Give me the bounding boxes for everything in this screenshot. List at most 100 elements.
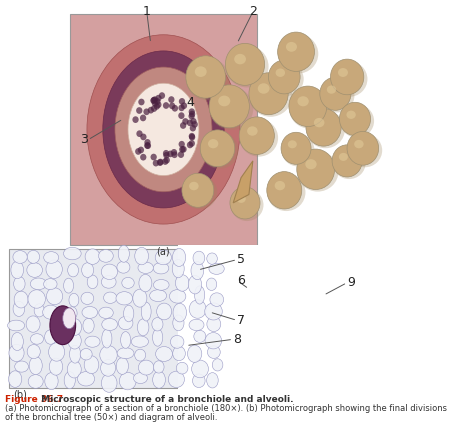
Ellipse shape <box>150 290 167 302</box>
Ellipse shape <box>84 356 99 374</box>
Ellipse shape <box>13 251 27 264</box>
Ellipse shape <box>82 306 98 318</box>
Text: 2: 2 <box>249 6 257 18</box>
Ellipse shape <box>209 263 224 275</box>
Ellipse shape <box>208 139 219 148</box>
Ellipse shape <box>131 336 148 347</box>
Ellipse shape <box>43 305 59 319</box>
Circle shape <box>347 131 379 165</box>
Circle shape <box>182 118 189 125</box>
Ellipse shape <box>27 263 43 278</box>
Circle shape <box>189 133 195 139</box>
Circle shape <box>153 160 159 167</box>
Ellipse shape <box>191 360 209 378</box>
Ellipse shape <box>118 245 129 262</box>
Ellipse shape <box>189 319 204 331</box>
Circle shape <box>209 85 249 128</box>
Ellipse shape <box>230 189 264 221</box>
Ellipse shape <box>27 345 40 359</box>
Circle shape <box>181 146 187 153</box>
Circle shape <box>306 108 341 146</box>
Circle shape <box>138 99 145 105</box>
Circle shape <box>249 73 288 115</box>
Ellipse shape <box>195 66 207 77</box>
Circle shape <box>155 101 162 108</box>
Ellipse shape <box>70 345 81 363</box>
Ellipse shape <box>68 332 81 349</box>
Ellipse shape <box>135 349 146 361</box>
Ellipse shape <box>81 292 94 304</box>
Circle shape <box>140 115 146 121</box>
Ellipse shape <box>194 330 206 343</box>
Ellipse shape <box>172 260 184 278</box>
Ellipse shape <box>207 317 221 332</box>
Ellipse shape <box>48 343 64 361</box>
Ellipse shape <box>331 61 367 97</box>
Ellipse shape <box>50 306 76 345</box>
Circle shape <box>136 107 142 114</box>
Ellipse shape <box>128 83 199 176</box>
Text: of the bronchial tree (50×) and diagram of alveoli.: of the bronchial tree (50×) and diagram … <box>5 413 218 422</box>
Ellipse shape <box>205 332 222 349</box>
Circle shape <box>154 103 160 110</box>
Ellipse shape <box>120 332 131 348</box>
Ellipse shape <box>153 263 169 274</box>
Ellipse shape <box>206 278 217 291</box>
Ellipse shape <box>82 263 94 278</box>
Text: (b): (b) <box>13 390 27 400</box>
Ellipse shape <box>51 316 62 332</box>
Circle shape <box>190 125 196 131</box>
Ellipse shape <box>258 83 270 94</box>
Ellipse shape <box>320 79 355 113</box>
Ellipse shape <box>26 316 40 332</box>
Ellipse shape <box>135 247 148 265</box>
Circle shape <box>180 122 186 129</box>
Ellipse shape <box>141 302 151 321</box>
Ellipse shape <box>30 334 44 344</box>
Ellipse shape <box>44 252 59 263</box>
Ellipse shape <box>139 274 152 292</box>
Ellipse shape <box>347 133 382 167</box>
Circle shape <box>182 173 214 207</box>
Circle shape <box>297 149 335 190</box>
Polygon shape <box>233 161 253 203</box>
Text: (a): (a) <box>155 247 169 257</box>
Text: (a) Photomicrograph of a section of a bronchiole (180×). (b) Photomicrograph sho: (a) Photomicrograph of a section of a br… <box>5 404 447 414</box>
Ellipse shape <box>239 119 278 157</box>
Ellipse shape <box>103 292 117 303</box>
Ellipse shape <box>154 280 169 290</box>
Circle shape <box>172 105 178 112</box>
Ellipse shape <box>194 286 205 304</box>
Ellipse shape <box>64 247 81 260</box>
Circle shape <box>181 102 187 109</box>
Ellipse shape <box>189 182 199 190</box>
Ellipse shape <box>67 361 81 378</box>
Ellipse shape <box>45 330 56 344</box>
Circle shape <box>157 159 163 166</box>
Circle shape <box>151 97 157 104</box>
Text: 8: 8 <box>233 333 241 346</box>
Ellipse shape <box>11 332 23 351</box>
Ellipse shape <box>153 371 165 388</box>
Ellipse shape <box>68 264 79 277</box>
Ellipse shape <box>116 292 133 305</box>
Ellipse shape <box>175 275 189 291</box>
Circle shape <box>148 107 154 113</box>
Ellipse shape <box>122 278 134 289</box>
Ellipse shape <box>153 329 163 346</box>
Circle shape <box>172 151 178 158</box>
Ellipse shape <box>346 110 356 119</box>
Ellipse shape <box>99 307 113 318</box>
Circle shape <box>178 105 185 111</box>
Ellipse shape <box>101 264 118 280</box>
Ellipse shape <box>208 346 220 358</box>
Ellipse shape <box>101 374 117 392</box>
Ellipse shape <box>289 88 331 129</box>
Circle shape <box>189 110 195 117</box>
Ellipse shape <box>9 371 22 387</box>
Circle shape <box>163 150 169 157</box>
Ellipse shape <box>155 250 172 265</box>
Ellipse shape <box>176 362 188 374</box>
Circle shape <box>339 102 371 136</box>
Circle shape <box>167 150 173 157</box>
